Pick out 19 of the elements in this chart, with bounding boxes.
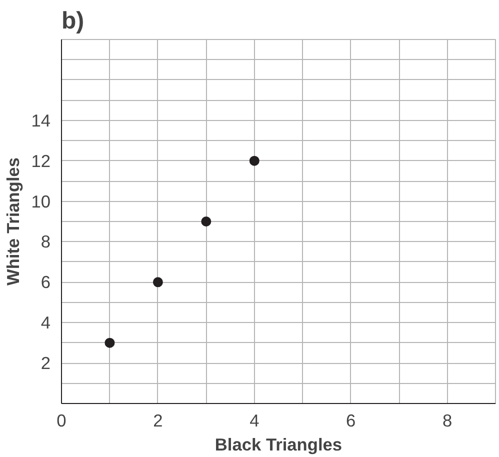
y-tick-label: 12 — [31, 150, 51, 171]
y-tick-label: 2 — [40, 353, 51, 374]
point — [152, 277, 163, 288]
x-axis-title: Black Triangles — [214, 434, 342, 454]
point — [104, 338, 115, 348]
y-tick-label: 6 — [40, 272, 51, 292]
x-tick-label: 2 — [153, 410, 163, 430]
chart-title: b) — [62, 8, 84, 34]
x-tick-label: 6 — [346, 410, 356, 430]
y-tick-label: 8 — [40, 232, 51, 252]
x-tick-label: 8 — [442, 410, 452, 430]
y-tick-label: 14 — [31, 110, 51, 130]
y-tick-label: 4 — [40, 312, 51, 333]
y-tick-label: 10 — [31, 191, 51, 212]
point — [201, 216, 212, 226]
point — [249, 156, 260, 166]
x-tick-label: 4 — [250, 410, 260, 430]
y-axis-title: White Triangles — [3, 157, 24, 286]
x-tick-label: 0 — [56, 410, 66, 430]
